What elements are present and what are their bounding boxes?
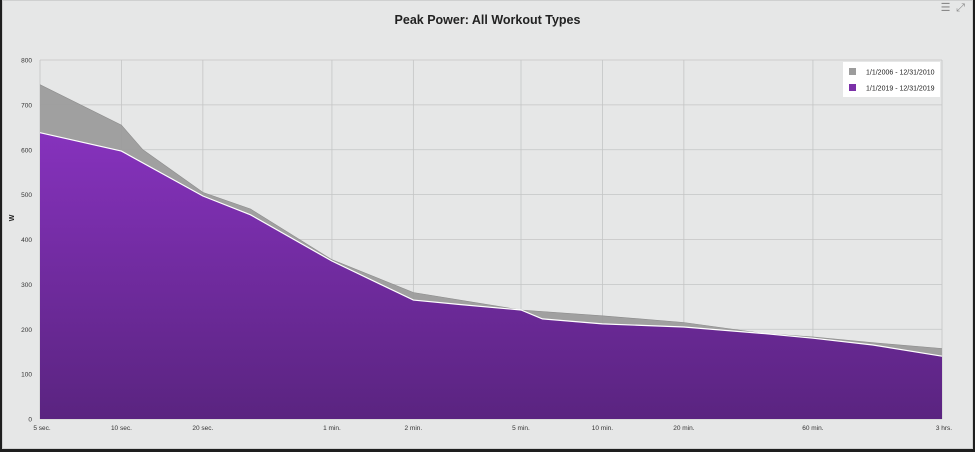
x-tick-label: 60 min.: [802, 425, 824, 432]
x-tick-label: 10 min.: [592, 425, 614, 432]
x-tick-label: 20 min.: [673, 425, 695, 432]
y-tick-label: 700: [21, 102, 32, 109]
x-tick-label: 3 hrs.: [936, 425, 952, 432]
legend-swatch[interactable]: [849, 68, 856, 75]
legend-label[interactable]: 1/1/2006 - 12/31/2010: [866, 70, 935, 77]
legend: 1/1/2006 - 12/31/2010 1/1/2019 - 12/31/20…: [843, 62, 940, 97]
y-tick-label: 200: [21, 327, 32, 334]
y-tick-label: 100: [21, 372, 32, 379]
x-tick-label: 1 min.: [323, 425, 341, 432]
y-axis: 0 100 200 300 400 500 600 700 800: [21, 58, 32, 424]
x-tick-label: 5 sec.: [33, 425, 51, 432]
menu-icon[interactable]: ☰: [940, 2, 951, 14]
legend-box: [843, 62, 940, 97]
series-area-2[interactable]: [40, 132, 942, 419]
series-areas: [39, 84, 943, 419]
y-tick-label: 600: [21, 147, 32, 154]
series-line-1: [39, 84, 943, 349]
legend-label[interactable]: 1/1/2019 - 12/31/2019: [866, 86, 935, 93]
x-tick-label: 5 min.: [512, 425, 530, 432]
x-tick-label: 10 sec.: [111, 425, 132, 432]
chart-title: Peak Power: All Workout Types: [394, 13, 581, 27]
y-tick-label: 400: [21, 237, 32, 244]
legend-swatch[interactable]: [849, 84, 856, 91]
chart-toolbar: ☰ ⤢: [940, 3, 966, 14]
x-axis: 5 sec. 10 sec. 20 sec. 1 min. 2 min. 5 min. 10…: [33, 425, 952, 432]
x-tick-label: 2 min.: [405, 425, 423, 432]
series-line-2: [39, 132, 943, 357]
y-tick-label: 800: [21, 58, 32, 65]
y-tick-label: 300: [21, 282, 32, 289]
y-axis-label: W: [9, 214, 16, 221]
expand-icon[interactable]: ⤢: [956, 2, 965, 14]
y-tick-label: 500: [21, 192, 32, 199]
x-tick-label: 20 sec.: [192, 425, 213, 432]
y-tick-label: 0: [28, 417, 32, 424]
